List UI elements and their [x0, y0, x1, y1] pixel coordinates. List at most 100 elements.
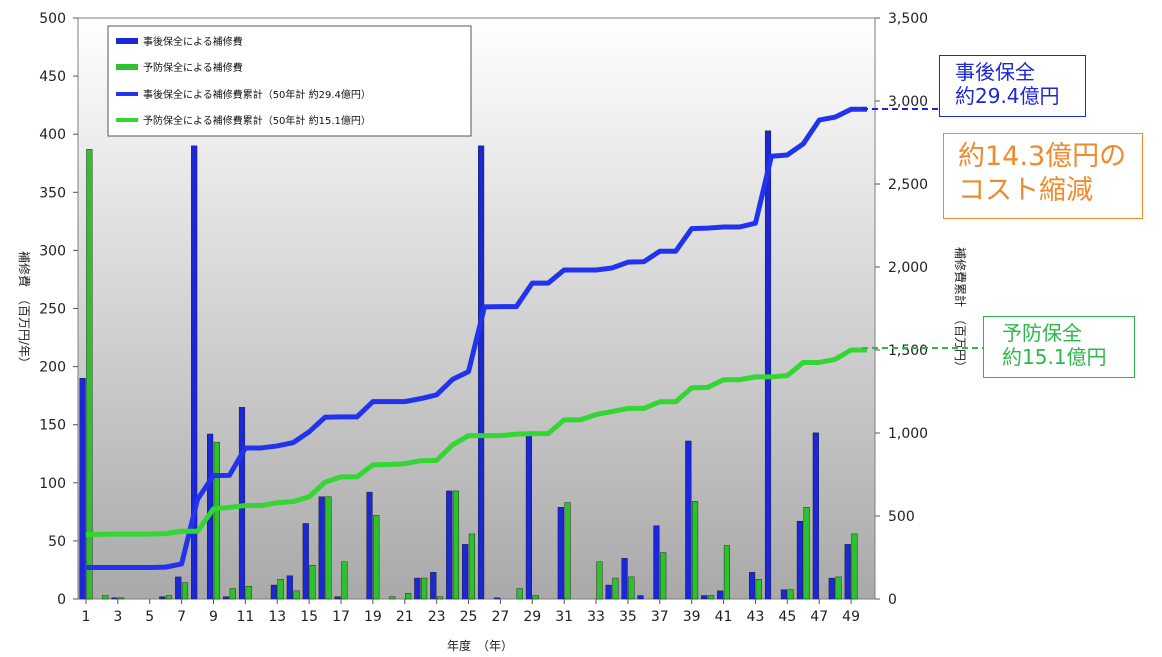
- corrective-bar-7: [175, 576, 182, 600]
- legend-swatch-corrective-bar: [116, 38, 138, 44]
- legend-swatch-preventive-bar: [116, 64, 138, 70]
- preventive-bar-45: [787, 589, 794, 600]
- x-tick-label: 11: [236, 609, 254, 625]
- x-tick-label: 35: [619, 609, 637, 625]
- preventive-bar-1: [86, 149, 93, 600]
- corrective-bar-19: [366, 491, 373, 600]
- y-left-tick-label: 450: [39, 69, 66, 85]
- y-right-tick-label: 0: [888, 592, 897, 608]
- preventive-bar-35: [628, 576, 635, 600]
- x-tick-label: 9: [209, 609, 218, 625]
- x-tick-label: 19: [364, 609, 382, 625]
- preventive-bar-9: [213, 441, 220, 600]
- corrective-callout-line2: 約29.4億円: [955, 84, 1060, 108]
- preventive-bar-3: [118, 597, 125, 600]
- x-tick-label: 27: [491, 609, 509, 625]
- corrective-bar-27: [493, 597, 501, 600]
- preventive-bar-49: [851, 533, 858, 600]
- x-tick-label: 3: [113, 609, 122, 625]
- corrective-bar-17: [334, 596, 341, 600]
- preventive-callout-line2: 約15.1億円: [1002, 345, 1107, 369]
- corrective-callout-line1: 事後保全: [955, 60, 1035, 84]
- corrective-bar-39: [685, 440, 692, 600]
- corrective-bar-48: [828, 577, 835, 600]
- corrective-bar-16: [318, 496, 325, 600]
- line-layer: [85, 106, 868, 570]
- y-right-tick-label: 3,500: [888, 11, 928, 27]
- corrective-bar-45: [780, 589, 788, 600]
- x-tick-label: 21: [396, 609, 414, 625]
- preventive-bar-2: [102, 595, 109, 600]
- preventive-bar-13: [277, 579, 284, 600]
- corrective-bar-13: [270, 584, 277, 600]
- preventive-bar-48: [835, 576, 842, 600]
- corrective-bar-31: [557, 507, 564, 600]
- corrective-total-callout: 事後保全 約29.4億円: [939, 55, 1086, 117]
- corrective-bar-24: [446, 490, 453, 600]
- preventive-bar-39: [691, 501, 699, 600]
- corrective-bar-35: [621, 558, 628, 600]
- x-tick-label: 1: [82, 609, 91, 625]
- x-tick-label: 7: [177, 609, 186, 625]
- x-tick-label: 47: [810, 609, 828, 625]
- y-right-tick-label: 1,500: [888, 343, 928, 359]
- corrective-bar-47: [812, 432, 819, 600]
- legend-label-preventive-line: 予防保全による補修費累計（50年計 約15.1億円）: [143, 114, 371, 127]
- corrective-bar-36: [637, 595, 644, 600]
- preventive-bar-33: [596, 561, 603, 600]
- preventive-cumulative-line: [85, 347, 868, 538]
- legend-label-corrective-bar: 事後保全による補修費: [143, 35, 243, 48]
- preventive-bar-16: [325, 496, 332, 600]
- preventive-bar-20: [389, 596, 396, 600]
- preventive-bar-43: [755, 579, 762, 600]
- corrective-bar-6: [159, 596, 166, 600]
- y-left-tick-label: 500: [39, 11, 66, 27]
- preventive-bar-34: [612, 577, 619, 600]
- corrective-bar-43: [749, 572, 756, 600]
- corrective-bar-37: [653, 525, 660, 600]
- preventive-bar-24: [452, 490, 460, 600]
- corrective-bar-41: [717, 590, 724, 600]
- preventive-bar-40: [707, 595, 715, 600]
- saving-callout-line1: 約14.3億円の: [958, 141, 1127, 172]
- corrective-bar-3: [111, 597, 118, 600]
- x-axis-title: 年度 （年）: [447, 638, 513, 653]
- corrective-bar-44: [764, 130, 772, 600]
- preventive-bar-29: [532, 595, 539, 600]
- y-left-axis-title: 補修費 （百万円/年）: [17, 251, 32, 369]
- y-left-tick-label: 200: [39, 360, 66, 376]
- x-tick-label: 17: [332, 609, 350, 625]
- preventive-bar-14: [293, 590, 300, 600]
- x-tick-label: 31: [555, 609, 573, 625]
- preventive-bar-7: [181, 582, 189, 600]
- y-right-tick-label: 2,000: [888, 260, 928, 276]
- x-tick-label: 13: [268, 609, 286, 625]
- preventive-bar-21: [405, 592, 412, 600]
- corrective-bar-49: [844, 544, 851, 600]
- preventive-bar-23: [436, 596, 444, 600]
- x-tick-label: 33: [587, 609, 605, 625]
- corrective-cumulative-line: [85, 106, 868, 570]
- y-right-tick-label: 500: [888, 509, 915, 525]
- x-tick-label: 5: [145, 609, 154, 625]
- y-left-tick-label: 0: [57, 592, 66, 608]
- y-left-tick-label: 300: [39, 243, 66, 259]
- preventive-bar-22: [421, 577, 428, 600]
- preventive-bar-25: [468, 533, 475, 600]
- corrective-bar-22: [414, 577, 421, 600]
- corrective-bar-8: [191, 145, 198, 600]
- preventive-bar-11: [245, 586, 252, 600]
- corrective-bar-29: [525, 433, 532, 600]
- x-tick-label: 15: [300, 609, 318, 625]
- corrective-bar-14: [286, 575, 293, 600]
- preventive-bar-10: [229, 588, 236, 600]
- y-right-tick-label: 1,000: [888, 426, 928, 442]
- preventive-bar-6: [165, 595, 173, 600]
- corrective-bar-34: [605, 584, 612, 600]
- preventive-callout-line1: 予防保全: [1002, 321, 1082, 345]
- corrective-bar-25: [462, 544, 469, 600]
- preventive-bar-15: [309, 565, 316, 600]
- saving-callout-line2: コスト縮減: [958, 174, 1093, 206]
- preventive-bar-37: [660, 552, 667, 600]
